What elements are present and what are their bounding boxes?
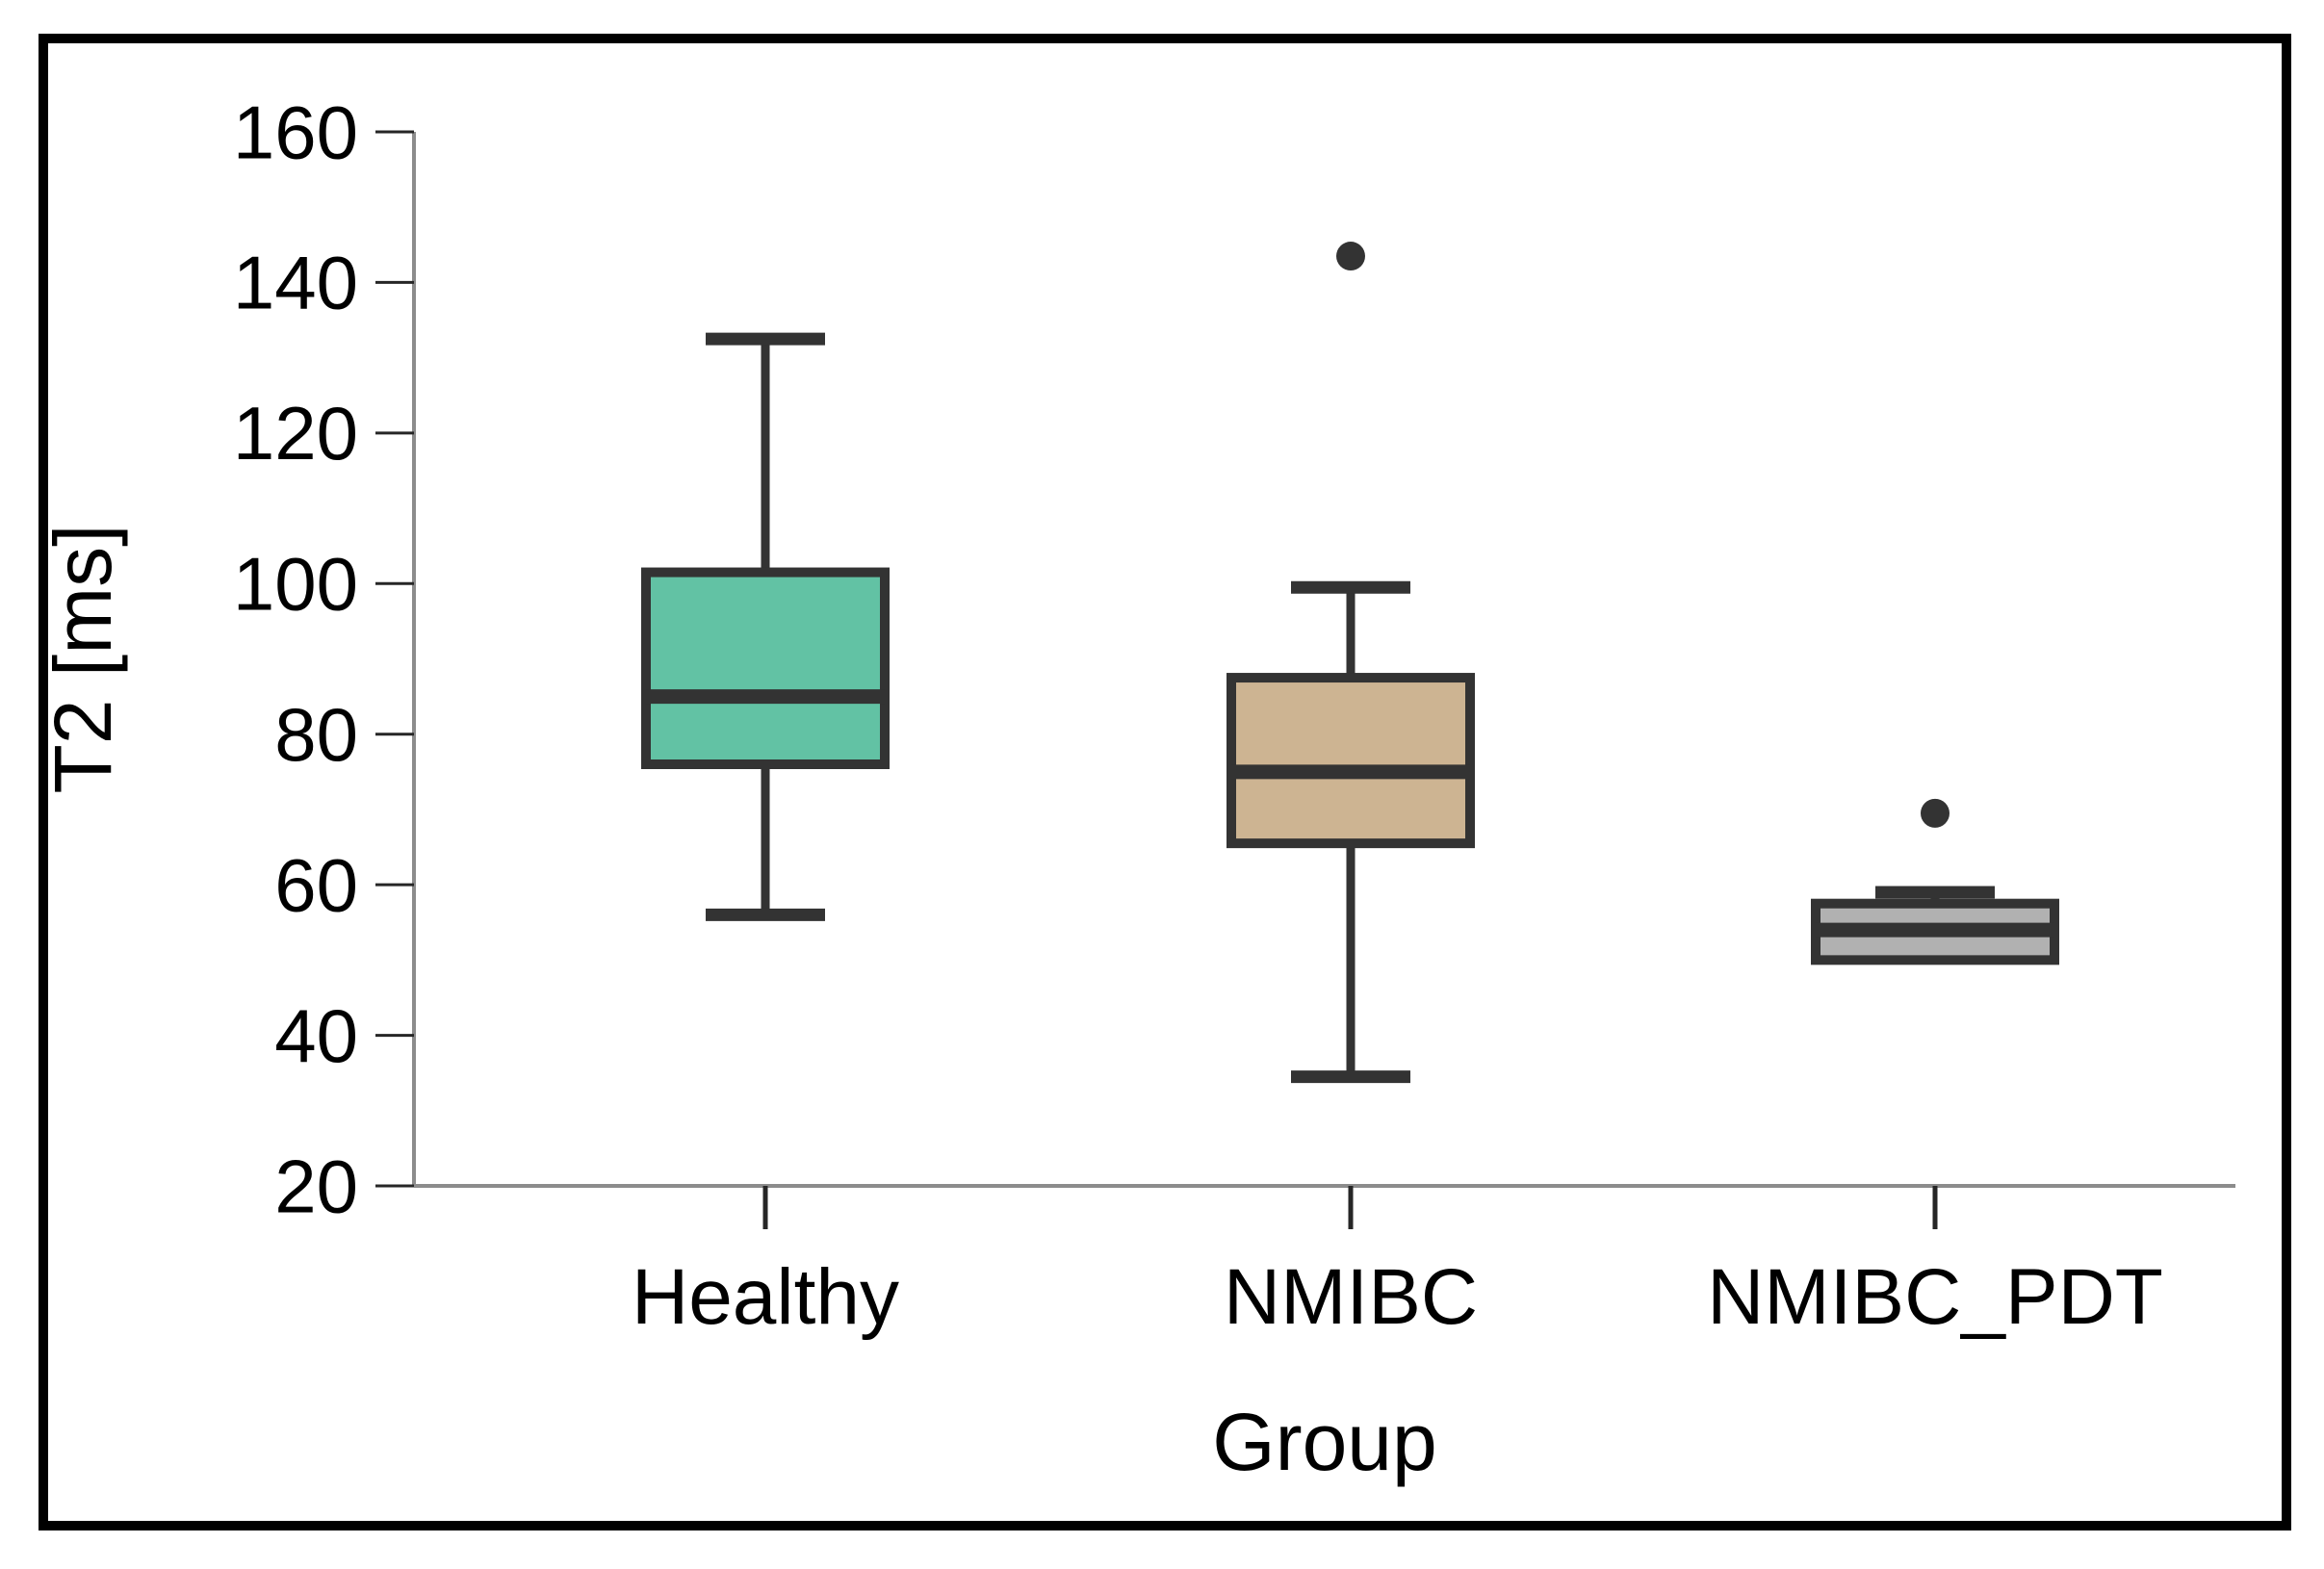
box-healthy [641,332,890,921]
iqr-box [1227,673,1475,849]
box-nmibc [1227,242,1475,1084]
outlier-point [1921,798,1950,828]
y-tick-label: 120 [233,391,358,476]
x-axis-title: Group [1212,1397,1436,1487]
x-tick-label-nmibc: NMIBC [1224,1253,1478,1341]
box-nmibc_pdt [1811,798,2059,965]
y-tick-label: 100 [233,542,358,627]
figure-border [39,34,2291,1530]
y-tick-label: 40 [274,993,358,1078]
x-tick-label-healthy: Healthy [632,1253,899,1341]
x-tick-label-nmibc_pdt: NMIBC_PDT [1707,1253,2163,1341]
y-tick-label: 60 [274,842,358,927]
y-tick-label: 140 [233,241,358,325]
y-tick-label: 80 [274,692,358,777]
y-axis-title: T2 [ms] [38,524,128,793]
iqr-box [641,567,890,770]
y-tick-label: 160 [233,90,358,174]
y-tick-label: 20 [274,1144,358,1228]
outlier-point [1336,242,1365,271]
